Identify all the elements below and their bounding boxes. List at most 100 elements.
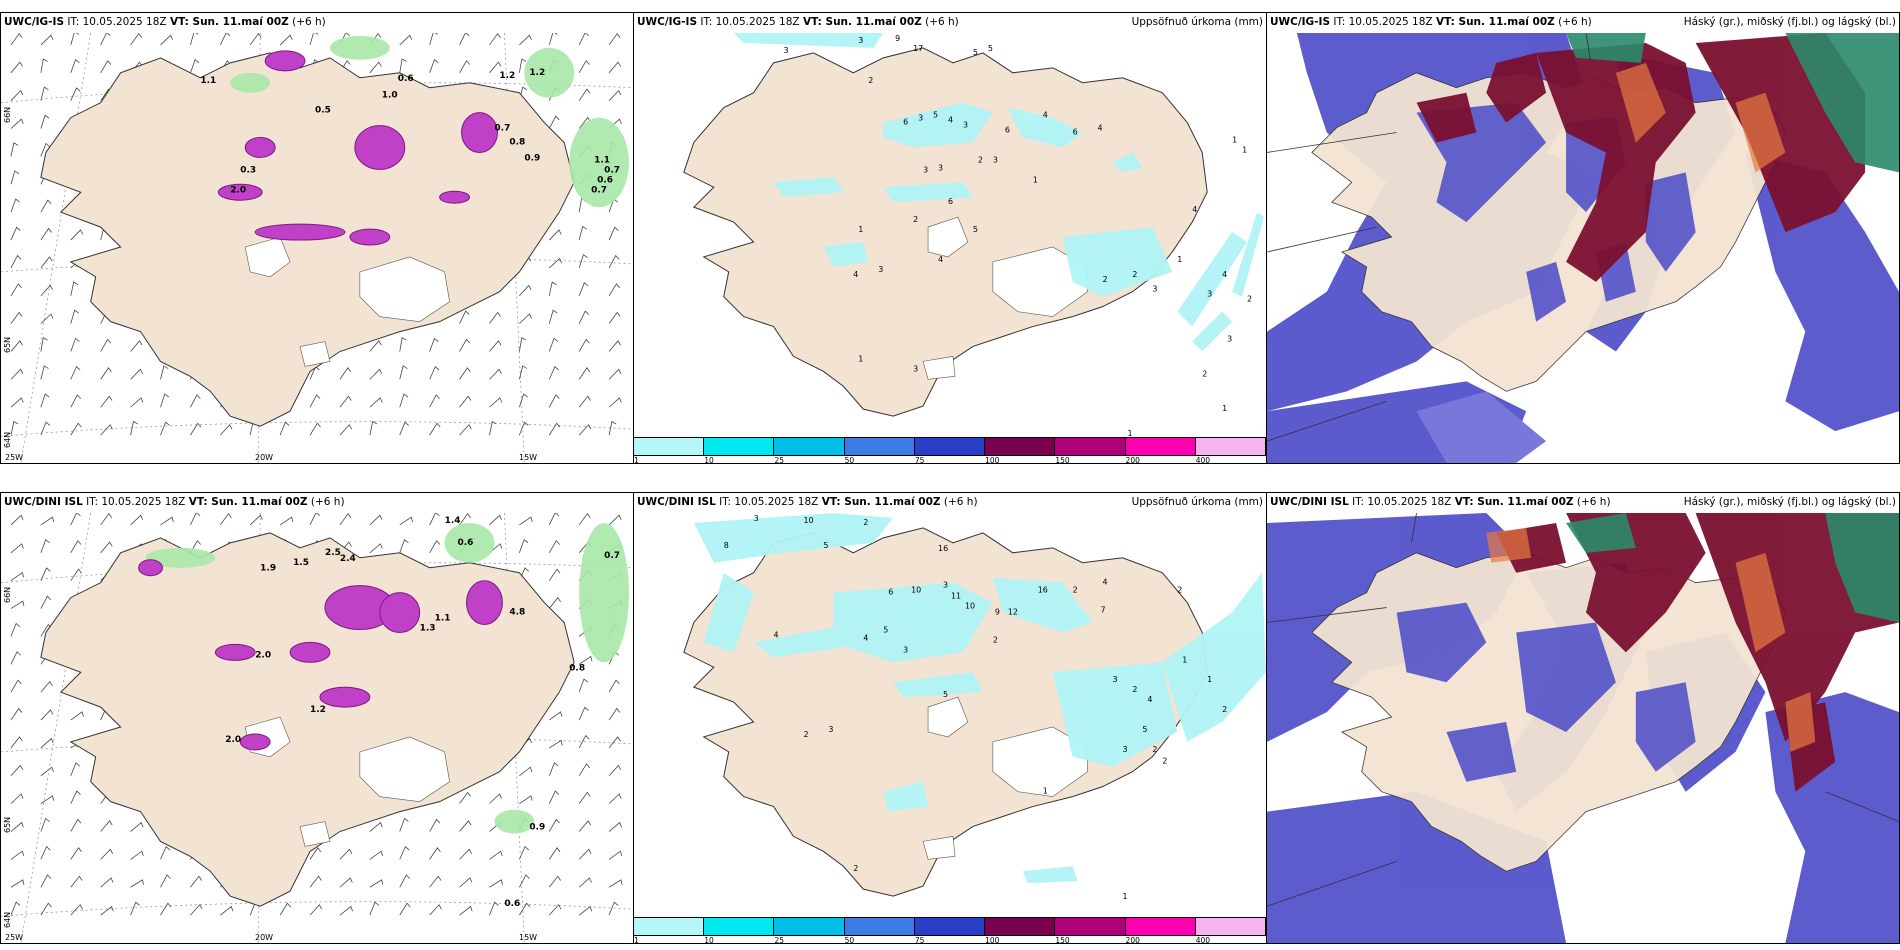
legend-tick: 200 [1125, 456, 1140, 464]
wind-barb [10, 61, 23, 74]
panel-header: UWC/IG-IS IT: 10.05.2025 18Z VT: Sun. 11… [1, 13, 633, 33]
wind-barb [190, 513, 201, 526]
value-label: 2.0 [230, 185, 246, 195]
legend-swatch [634, 918, 705, 935]
wind-barb [459, 310, 470, 324]
map-area[interactable]: 1.4 0.6 0.7 2.5 2.4 1.5 1.9 2.0 1.1 1.3 … [1, 513, 633, 943]
value-label: 2 [1162, 757, 1167, 766]
lon-label: 20W [255, 453, 274, 462]
wind-barb [608, 283, 620, 296]
wind-barb [608, 61, 621, 74]
wind-barb [160, 845, 171, 860]
wind-barb [309, 422, 321, 436]
value-label: 0.6 [597, 175, 613, 185]
wind-barb [130, 821, 144, 832]
value-label: 2.0 [225, 735, 241, 745]
wind-barb [10, 901, 21, 916]
wind-barb [489, 397, 503, 408]
value-label: 1.9 [260, 564, 276, 574]
map-lines [1267, 513, 1899, 907]
lon-label: 25W [5, 453, 24, 462]
value-label: 6 [1073, 128, 1078, 137]
wind-barb [220, 424, 233, 436]
value-label: 1 [1033, 175, 1038, 184]
value-label: 5 [883, 625, 888, 634]
wind-barb [369, 543, 383, 554]
wind-barb [519, 516, 533, 526]
wind-barb [130, 340, 143, 352]
wind-barb [548, 365, 559, 380]
value-label: 2 [1222, 705, 1227, 714]
cloud-low-over-land [1396, 602, 1696, 782]
iceland-land [40, 532, 575, 907]
panel-r1-wind: UWC/IG-IS IT: 10.05.2025 18Z VT: Sun. 11… [0, 12, 634, 464]
legend-swatch [1125, 438, 1196, 455]
wind-barb [369, 368, 383, 380]
lon-label: 25W [5, 933, 24, 942]
wind-barb [548, 904, 562, 916]
map-area[interactable]: 3 3 9 17 5 5 2 6 3 5 4 3 6 4 6 4 3 3 2 1 [634, 33, 1266, 437]
wind-barb [548, 422, 561, 436]
map-area[interactable] [1267, 513, 1899, 943]
wind-barb [548, 568, 561, 581]
wind-barb [339, 877, 353, 888]
wind-barb [70, 59, 80, 73]
wind-barb [578, 282, 589, 296]
value-label: 5 [1142, 725, 1147, 734]
wind-barb [100, 338, 112, 352]
wind-barb [549, 739, 563, 749]
panel-r1-precip: UWC/IG-IS IT: 10.05.2025 18Z VT: Sun. 11… [633, 12, 1267, 464]
wind-barb [548, 337, 559, 352]
map-area[interactable] [1267, 33, 1899, 463]
rain-magenta [138, 559, 503, 751]
iceland-map-wind: 1.4 0.6 0.7 2.5 2.4 1.5 1.9 2.0 1.1 1.3 … [1, 513, 633, 943]
map-area[interactable]: 3 10 2 8 5 16 3 6 10 11 10 9 12 16 2 4 7… [634, 513, 1266, 917]
wind-barb [40, 86, 49, 101]
map-area[interactable]: 0.5 0.6 1.0 1.1 1.2 1.2 0.7 0.8 0.9 1.1 … [1, 33, 633, 463]
wind-barb [399, 539, 409, 553]
wind-barb [578, 254, 588, 269]
value-label: 4 [1043, 111, 1048, 120]
map-lines [1267, 33, 1592, 442]
value-label: 6 [948, 197, 953, 206]
wind-barb [100, 905, 114, 916]
wind-barb [608, 707, 621, 721]
wind-barb [10, 679, 22, 693]
wind-barb [369, 397, 383, 408]
value-label: 3 [943, 581, 948, 590]
wind-barb [578, 848, 592, 860]
wind-barb [489, 879, 503, 888]
value-label: 1 [1122, 892, 1127, 901]
cloud-mid [1566, 33, 1899, 173]
wind-barb [578, 367, 591, 380]
value-label: 3 [1152, 285, 1157, 294]
legend-swatch [1195, 918, 1266, 935]
wind-barb [369, 821, 383, 832]
wind-barb [309, 33, 319, 46]
legend-swatch [1055, 918, 1126, 935]
value-label: 2 [1073, 586, 1078, 595]
wind-barb [578, 395, 591, 408]
wind-barb [608, 821, 622, 832]
glaciers [922, 216, 1088, 380]
wind-barb [10, 850, 25, 860]
wind-barb [40, 365, 49, 380]
panel-r2-wind: UWC/DINI ISL IT: 10.05.2025 18Z VT: Sun.… [0, 492, 634, 944]
wind-barb [578, 820, 592, 832]
wind-barb [40, 337, 48, 352]
wind-barb [608, 33, 621, 46]
value-label: 4 [863, 633, 868, 642]
wind-barb [130, 850, 144, 860]
wind-barb [70, 422, 82, 436]
value-label: 11 [951, 592, 961, 601]
wind-barb [459, 424, 472, 436]
value-label: 5 [933, 111, 938, 120]
wind-barb [578, 763, 591, 776]
wind-barb [578, 225, 587, 241]
wind-barb [578, 33, 590, 46]
wind-barb [70, 365, 81, 380]
wind-barb [578, 655, 593, 665]
value-label: 2 [868, 76, 873, 85]
wind-barb [608, 793, 622, 804]
wind-barb [548, 281, 557, 296]
